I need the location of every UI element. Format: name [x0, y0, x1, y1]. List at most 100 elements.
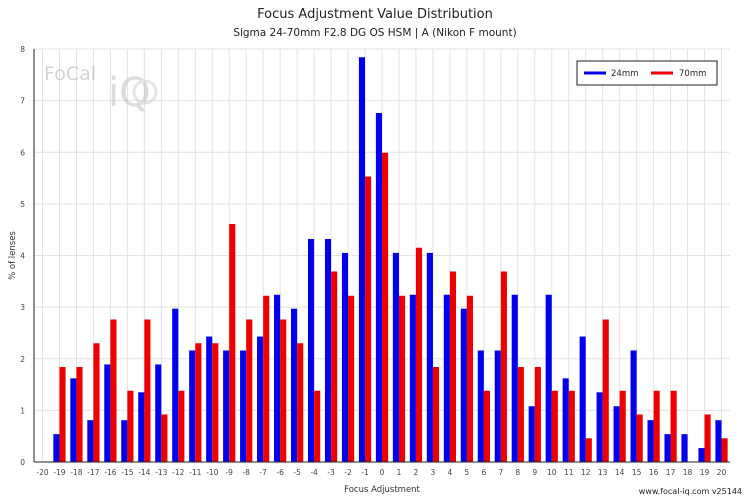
x-tick-label: -10: [206, 468, 218, 477]
bar-70mm-11: [568, 390, 575, 462]
bar-24mm--13: [155, 364, 162, 462]
bar-24mm-19: [698, 448, 705, 462]
x-tick-label: 12: [581, 468, 591, 477]
x-tick-label: 20: [717, 468, 727, 477]
x-tick-label: 6: [481, 468, 486, 477]
bar-24mm-18: [681, 434, 688, 462]
bar-70mm--10: [212, 343, 219, 462]
bar-70mm--7: [263, 295, 270, 462]
bar-24mm--1: [358, 57, 366, 462]
x-tick-label: 4: [448, 468, 453, 477]
bar-24mm-6: [477, 350, 484, 462]
x-tick-label: 16: [649, 468, 659, 477]
bar-70mm-7: [500, 271, 507, 462]
bar-70mm-10: [551, 390, 558, 462]
y-tick-label: 5: [20, 200, 25, 209]
chart-subtitle: Sigma 24-70mm F2.8 DG OS HSM | A (Nikon …: [233, 27, 517, 39]
bar-24mm-8: [511, 294, 518, 462]
bar-70mm--12: [178, 390, 185, 462]
bar-24mm--5: [291, 308, 298, 462]
x-tick-label: -8: [242, 468, 250, 477]
x-tick-label: -14: [138, 468, 150, 477]
x-tick-label: -19: [53, 468, 65, 477]
y-tick-label: 3: [20, 303, 25, 312]
x-tick-label: -18: [70, 468, 82, 477]
x-tick-label: 18: [683, 468, 693, 477]
bar-70mm-2: [415, 247, 423, 462]
x-tick-label: 9: [532, 468, 537, 477]
y-tick-label: 1: [20, 406, 25, 415]
bar-70mm-20: [721, 438, 728, 462]
x-tick-label: 17: [666, 468, 676, 477]
x-tick-label: -11: [189, 468, 201, 477]
x-tick-label: -5: [293, 468, 301, 477]
bar-24mm-0: [375, 113, 382, 462]
bar-24mm--6: [274, 294, 281, 462]
bar-70mm-17: [670, 390, 677, 462]
bar-24mm-15: [630, 350, 637, 462]
bar-24mm-13: [596, 392, 603, 462]
x-tick-label: 5: [464, 468, 469, 477]
x-tick-label: -6: [276, 468, 284, 477]
y-tick-label: 6: [20, 148, 25, 157]
x-tick-label: -2: [344, 468, 352, 477]
chart-title: Focus Adjustment Value Distribution: [257, 7, 493, 22]
x-tick-label: 0: [380, 468, 385, 477]
bar-24mm--16: [104, 364, 111, 462]
bar-24mm-12: [579, 336, 586, 462]
bar-24mm--18: [70, 378, 77, 462]
x-tick-label: 10: [547, 468, 557, 477]
bar-70mm--17: [93, 343, 100, 462]
x-tick-label: 19: [700, 468, 710, 477]
bar-24mm-20: [715, 420, 722, 462]
y-axis-title: % of lenses: [8, 231, 18, 280]
bar-70mm--8: [246, 319, 253, 462]
credit-text: www.focal-iq.com v25144: [638, 487, 742, 496]
y-tick-label: 2: [20, 355, 25, 364]
x-tick-label: -15: [121, 468, 133, 477]
bar-24mm-16: [647, 420, 654, 462]
x-tick-label: 14: [615, 468, 625, 477]
bar-70mm--1: [365, 176, 372, 463]
bar-70mm--13: [161, 414, 168, 462]
y-tick-label: 0: [20, 458, 25, 467]
x-tick-label: 11: [564, 468, 574, 477]
bar-24mm--3: [324, 238, 332, 462]
bar-70mm--14: [144, 319, 151, 462]
bar-70mm--4: [314, 390, 321, 462]
bar-70mm-15: [636, 414, 643, 462]
bar-70mm--15: [127, 390, 134, 462]
bar-24mm-3: [426, 252, 433, 462]
bar-24mm-5: [460, 308, 467, 462]
y-tick-label: 8: [20, 45, 25, 54]
x-tick-label: -7: [259, 468, 267, 477]
x-tick-label: -9: [225, 468, 233, 477]
bar-70mm-9: [534, 367, 541, 462]
bar-24mm--17: [87, 420, 94, 462]
bar-24mm-7: [494, 350, 501, 462]
x-tick-label: 15: [632, 468, 642, 477]
bar-70mm-3: [432, 367, 440, 462]
bar-70mm-5: [466, 295, 473, 462]
bar-70mm--11: [195, 343, 202, 462]
x-tick-label: -20: [36, 468, 48, 477]
bar-24mm--15: [121, 420, 128, 462]
x-tick-label: 7: [498, 468, 503, 477]
legend: 24mm 70mm: [576, 60, 718, 86]
bar-24mm--4: [307, 238, 315, 462]
x-tick-label: -1: [361, 468, 369, 477]
y-tick-label: 4: [20, 252, 25, 261]
bar-24mm--14: [138, 392, 145, 462]
bars: [53, 57, 728, 463]
x-tick-label: -12: [172, 468, 184, 477]
bar-70mm-16: [653, 390, 660, 462]
bar-24mm-10: [545, 294, 552, 462]
bar-24mm--12: [172, 308, 179, 462]
y-tick-label: 7: [20, 97, 25, 106]
x-tick-label: -4: [310, 468, 318, 477]
x-axis-title: Focus Adjustment: [344, 485, 420, 495]
bar-24mm-14: [613, 406, 620, 462]
bar-70mm--3: [331, 271, 338, 462]
x-tick-label: -16: [104, 468, 116, 477]
